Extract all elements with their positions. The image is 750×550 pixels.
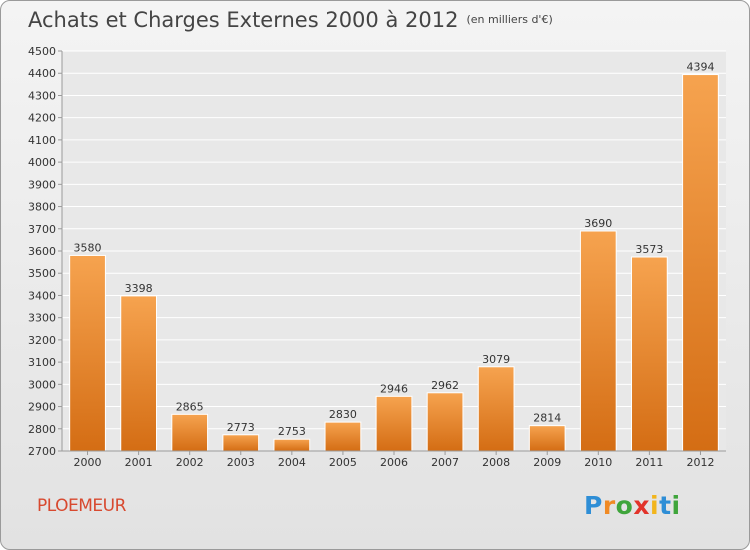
y-tick-label: 2700 <box>28 445 56 458</box>
x-tick-label: 2000 <box>74 456 102 469</box>
y-tick-label: 4300 <box>28 89 56 102</box>
bar <box>120 295 157 452</box>
x-tick-label: 2005 <box>329 456 357 469</box>
y-axis-ticks: 2700 2800 2900 3000 3100 3200 3300 3400 3500 3600… <box>28 45 62 458</box>
logo-letter: i <box>650 491 660 520</box>
x-tick-label: 2011 <box>635 456 663 469</box>
logo-letter: x <box>633 491 650 520</box>
bars: 3580 3398 2865 2773 2753 2830 2946 2962 3079 2814… <box>69 61 719 452</box>
city-name: PLOEMEUR <box>37 496 126 516</box>
y-tick-label: 3600 <box>28 245 56 258</box>
y-tick-label: 4400 <box>28 67 56 80</box>
bar <box>682 74 719 452</box>
y-tick-label: 3800 <box>28 201 56 214</box>
data-label: 3398 <box>125 282 153 295</box>
y-tick-label: 3900 <box>28 178 56 191</box>
y-tick-label: 3500 <box>28 267 56 280</box>
data-label: 2814 <box>533 412 561 425</box>
y-tick-label: 4200 <box>28 112 56 125</box>
title-text: Achats et Charges Externes 2000 à 2012 <box>28 8 459 32</box>
data-label: 2830 <box>329 408 357 421</box>
bar <box>324 421 362 452</box>
y-tick-label: 3000 <box>28 378 56 391</box>
y-tick-label: 4500 <box>28 45 56 58</box>
bar <box>579 230 617 452</box>
data-label: 2773 <box>227 421 255 434</box>
bar <box>69 254 106 452</box>
y-tick-label: 3100 <box>28 356 56 369</box>
data-label: 2946 <box>380 382 408 395</box>
bar <box>631 256 668 452</box>
data-label: 2962 <box>431 379 459 392</box>
data-label: 3079 <box>482 353 510 366</box>
data-label: 3580 <box>74 241 102 254</box>
y-tick-label: 3400 <box>28 289 56 302</box>
data-label: 3573 <box>635 243 663 256</box>
x-tick-label: 2012 <box>686 456 714 469</box>
bar <box>375 395 413 452</box>
logo-letter: o <box>615 491 634 520</box>
logo-letter: r <box>602 491 616 520</box>
data-label: 2753 <box>278 425 306 438</box>
bar <box>222 434 260 452</box>
x-tick-label: 2002 <box>176 456 204 469</box>
proxiti-logo: Proxiti <box>584 491 681 520</box>
logo-letter: i <box>671 491 681 520</box>
x-tick-label: 2009 <box>533 456 561 469</box>
bar <box>426 392 464 452</box>
logo-letter: t <box>659 491 672 520</box>
logo-letter: P <box>584 491 603 520</box>
y-tick-label: 2900 <box>28 401 56 414</box>
x-axis-ticks: 2000 2001 2002 2003 2004 2005 2006 2007 2008 2009… <box>74 451 714 469</box>
bar <box>477 366 515 452</box>
x-tick-label: 2004 <box>278 456 306 469</box>
x-tick-label: 2007 <box>431 456 459 469</box>
data-label: 4394 <box>686 61 714 74</box>
bar <box>528 425 566 452</box>
x-tick-label: 2010 <box>584 456 612 469</box>
y-tick-label: 2800 <box>28 423 56 436</box>
x-tick-label: 2006 <box>380 456 408 469</box>
x-tick-label: 2003 <box>227 456 255 469</box>
bar <box>171 413 209 452</box>
y-tick-label: 3700 <box>28 223 56 236</box>
data-label: 3690 <box>584 217 612 230</box>
chart-title: Achats et Charges Externes 2000 à 2012 (e… <box>28 8 553 32</box>
y-tick-label: 4000 <box>28 156 56 169</box>
x-tick-label: 2008 <box>482 456 510 469</box>
y-tick-label: 3200 <box>28 334 56 347</box>
title-unit: (en milliers d'€) <box>466 13 553 26</box>
x-tick-label: 2001 <box>125 456 153 469</box>
data-label: 2865 <box>176 400 204 413</box>
y-tick-label: 3300 <box>28 312 56 325</box>
y-tick-label: 4100 <box>28 134 56 147</box>
bar <box>273 438 311 452</box>
